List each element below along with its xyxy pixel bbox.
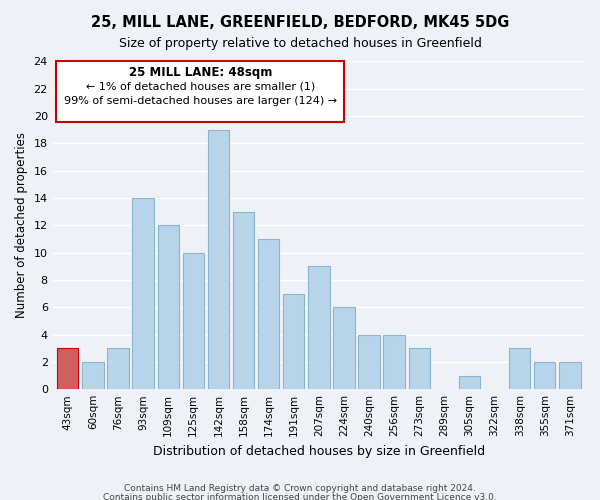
- Bar: [559, 362, 581, 389]
- Text: Contains HM Land Registry data © Crown copyright and database right 2024.: Contains HM Land Registry data © Crown c…: [124, 484, 476, 493]
- Bar: [107, 348, 128, 389]
- Bar: [333, 308, 355, 389]
- Bar: [283, 294, 304, 389]
- Bar: [383, 334, 405, 389]
- Text: 25 MILL LANE: 48sqm: 25 MILL LANE: 48sqm: [128, 66, 272, 80]
- Bar: [258, 239, 279, 389]
- Text: ← 1% of detached houses are smaller (1): ← 1% of detached houses are smaller (1): [86, 82, 315, 92]
- Text: Size of property relative to detached houses in Greenfield: Size of property relative to detached ho…: [119, 38, 481, 51]
- Bar: [233, 212, 254, 389]
- Text: Contains public sector information licensed under the Open Government Licence v3: Contains public sector information licen…: [103, 492, 497, 500]
- Bar: [82, 362, 104, 389]
- Bar: [509, 348, 530, 389]
- Bar: [459, 376, 480, 389]
- Bar: [133, 198, 154, 389]
- FancyBboxPatch shape: [56, 62, 344, 122]
- X-axis label: Distribution of detached houses by size in Greenfield: Distribution of detached houses by size …: [153, 444, 485, 458]
- Bar: [534, 362, 556, 389]
- Bar: [182, 252, 204, 389]
- Bar: [409, 348, 430, 389]
- Bar: [57, 348, 79, 389]
- Text: 25, MILL LANE, GREENFIELD, BEDFORD, MK45 5DG: 25, MILL LANE, GREENFIELD, BEDFORD, MK45…: [91, 15, 509, 30]
- Bar: [208, 130, 229, 389]
- Text: 99% of semi-detached houses are larger (124) →: 99% of semi-detached houses are larger (…: [64, 96, 337, 106]
- Y-axis label: Number of detached properties: Number of detached properties: [15, 132, 28, 318]
- Bar: [158, 226, 179, 389]
- Bar: [308, 266, 329, 389]
- Bar: [358, 334, 380, 389]
